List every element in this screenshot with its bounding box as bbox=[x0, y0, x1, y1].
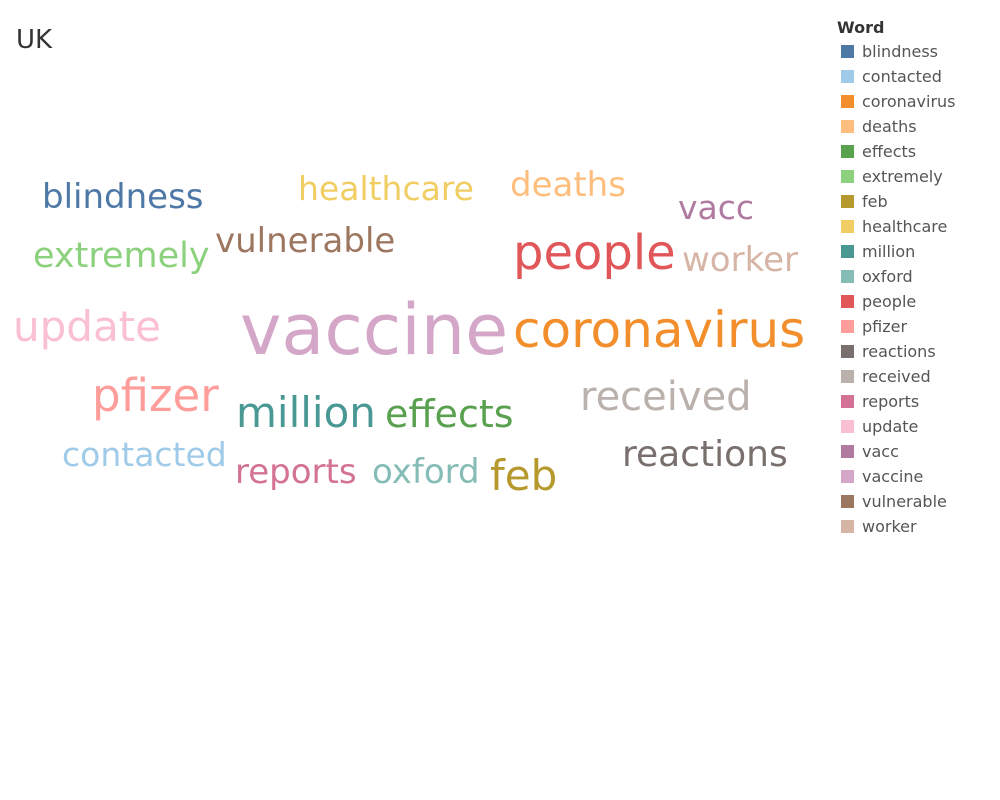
cloud-word-extremely: extremely bbox=[33, 236, 210, 276]
legend-label: healthcare bbox=[862, 217, 948, 236]
legend-swatch bbox=[841, 70, 854, 83]
legend-label: vulnerable bbox=[862, 492, 947, 511]
cloud-word-million: million bbox=[236, 388, 376, 437]
legend-swatch bbox=[841, 145, 854, 158]
legend-label: extremely bbox=[862, 167, 943, 186]
legend-label: reactions bbox=[862, 342, 936, 361]
legend-label: people bbox=[862, 292, 917, 311]
legend-label: blindness bbox=[862, 42, 938, 61]
legend-swatch bbox=[841, 395, 854, 408]
cloud-word-reactions: reactions bbox=[622, 434, 788, 475]
cloud-word-worker: worker bbox=[682, 240, 798, 280]
legend-swatch bbox=[841, 370, 854, 383]
cloud-word-oxford: oxford bbox=[372, 452, 480, 492]
legend-title: Word bbox=[837, 18, 885, 37]
cloud-word-pfizer: pfizer bbox=[92, 369, 219, 422]
legend-label: vacc bbox=[862, 442, 899, 461]
legend-swatch bbox=[841, 420, 854, 433]
cloud-word-blindness: blindness bbox=[42, 177, 204, 217]
legend-swatch bbox=[841, 245, 854, 258]
legend-item-effects[interactable]: effects bbox=[837, 139, 987, 164]
legend-item-received[interactable]: received bbox=[837, 364, 987, 389]
legend-item-reports[interactable]: reports bbox=[837, 389, 987, 414]
page-title: UK bbox=[16, 25, 53, 55]
legend-item-blindness[interactable]: blindness bbox=[837, 39, 987, 64]
legend-swatch bbox=[841, 270, 854, 283]
legend-swatch bbox=[841, 345, 854, 358]
cloud-word-vaccine: vaccine bbox=[240, 289, 509, 371]
legend-label: oxford bbox=[862, 267, 913, 286]
legend-label: pfizer bbox=[862, 317, 908, 336]
legend-swatch bbox=[841, 220, 854, 233]
legend-swatch bbox=[841, 195, 854, 208]
legend-label: effects bbox=[862, 142, 917, 161]
legend-label: contacted bbox=[862, 67, 942, 86]
legend-swatch bbox=[841, 495, 854, 508]
cloud-word-effects: effects bbox=[385, 392, 514, 436]
legend-swatch bbox=[841, 520, 854, 533]
legend-item-vulnerable[interactable]: vulnerable bbox=[837, 489, 987, 514]
legend-item-million[interactable]: million bbox=[837, 239, 987, 264]
legend-item-update[interactable]: update bbox=[837, 414, 987, 439]
cloud-word-people: people bbox=[513, 225, 676, 281]
cloud-word-feb: feb bbox=[490, 451, 558, 500]
legend-item-feb[interactable]: feb bbox=[837, 189, 987, 214]
legend-label: million bbox=[862, 242, 916, 261]
legend-label: worker bbox=[862, 517, 917, 536]
legend-label: vaccine bbox=[862, 467, 924, 486]
legend-label: deaths bbox=[862, 117, 917, 136]
legend-swatch bbox=[841, 470, 854, 483]
cloud-word-contacted: contacted bbox=[62, 435, 227, 474]
cloud-word-received: received bbox=[580, 374, 752, 420]
legend-item-extremely[interactable]: extremely bbox=[837, 164, 987, 189]
legend-swatch bbox=[841, 320, 854, 333]
legend-swatch bbox=[841, 120, 854, 133]
legend-swatch bbox=[841, 95, 854, 108]
cloud-word-coronavirus: coronavirus bbox=[513, 301, 806, 359]
legend-label: update bbox=[862, 417, 919, 436]
cloud-word-vacc: vacc bbox=[678, 188, 755, 227]
legend-swatch bbox=[841, 170, 854, 183]
cloud-word-healthcare: healthcare bbox=[298, 169, 474, 208]
cloud-word-reports: reports bbox=[235, 452, 357, 492]
legend-item-deaths[interactable]: deaths bbox=[837, 114, 987, 139]
legend-label: received bbox=[862, 367, 931, 386]
cloud-word-update: update bbox=[13, 302, 161, 351]
legend-list: blindness contacted coronavirus deaths effec… bbox=[837, 39, 987, 539]
legend-item-vaccine[interactable]: vaccine bbox=[837, 464, 987, 489]
legend-item-contacted[interactable]: contacted bbox=[837, 64, 987, 89]
legend-item-vacc[interactable]: vacc bbox=[837, 439, 987, 464]
legend-item-healthcare[interactable]: healthcare bbox=[837, 214, 987, 239]
legend-item-coronavirus[interactable]: coronavirus bbox=[837, 89, 987, 114]
legend-item-people[interactable]: people bbox=[837, 289, 987, 314]
legend-label: coronavirus bbox=[862, 92, 956, 111]
legend-item-worker[interactable]: worker bbox=[837, 514, 987, 539]
legend-swatch bbox=[841, 45, 854, 58]
legend-item-pfizer[interactable]: pfizer bbox=[837, 314, 987, 339]
cloud-word-vulnerable: vulnerable bbox=[215, 221, 396, 261]
legend: Word blindness contacted coronavirus deaths… bbox=[837, 17, 987, 539]
legend-label: feb bbox=[862, 192, 888, 211]
legend-swatch bbox=[841, 445, 854, 458]
legend-label: reports bbox=[862, 392, 920, 411]
legend-swatch bbox=[841, 295, 854, 308]
legend-item-reactions[interactable]: reactions bbox=[837, 339, 987, 364]
cloud-word-deaths: deaths bbox=[510, 165, 626, 205]
legend-item-oxford[interactable]: oxford bbox=[837, 264, 987, 289]
